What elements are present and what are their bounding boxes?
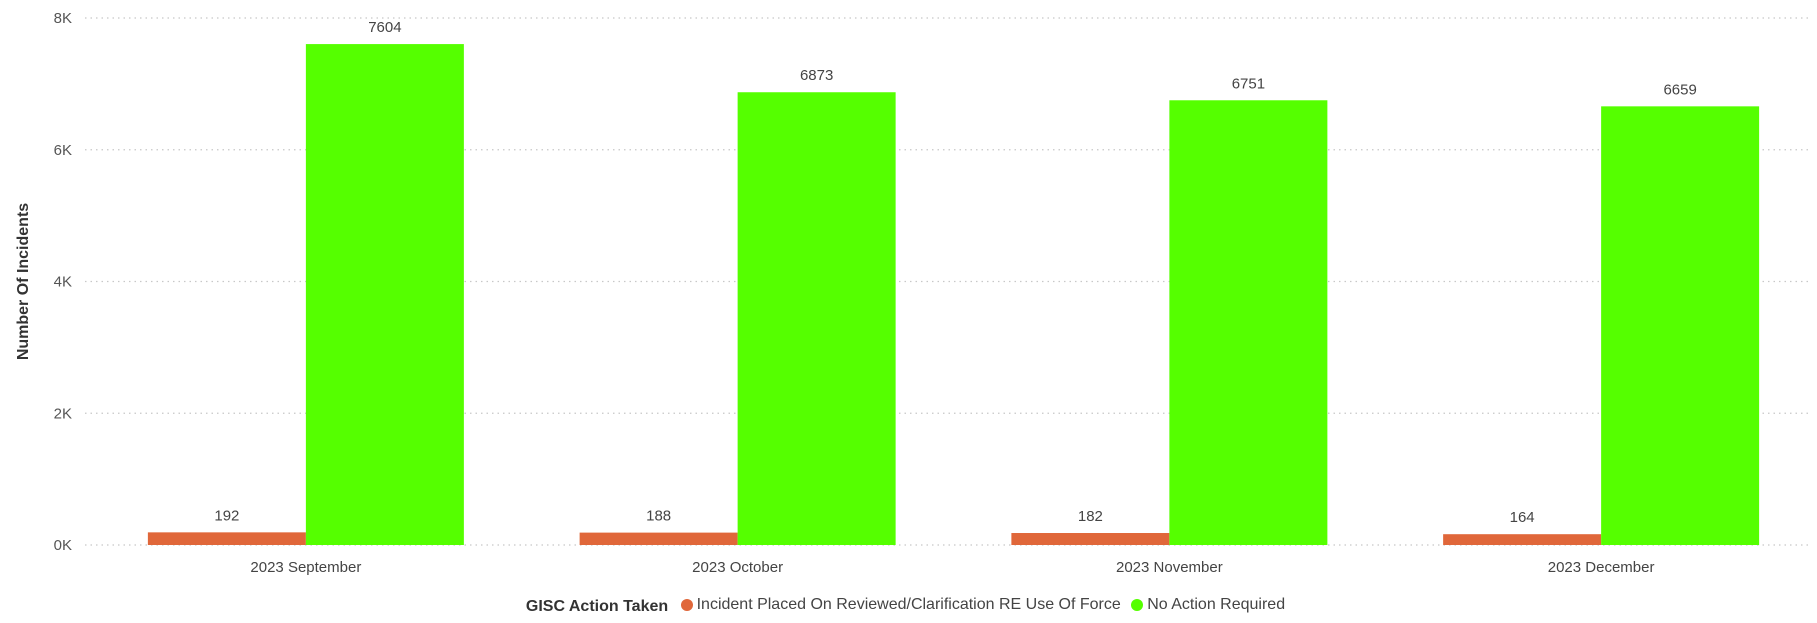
legend-label: Incident Placed On Reviewed/Clarificatio… bbox=[696, 596, 1121, 613]
bar-incident-placed[interactable] bbox=[579, 532, 738, 545]
y-tick-label: 6K bbox=[54, 142, 72, 159]
x-category-label: 2023 September bbox=[250, 559, 361, 576]
bar-incident-placed[interactable] bbox=[147, 532, 306, 545]
legend-title: GISC Action Taken bbox=[525, 598, 669, 615]
bar-incident-placed[interactable] bbox=[1011, 533, 1170, 545]
y-tick-label: 4K bbox=[54, 274, 72, 291]
data-label: 7604 bbox=[368, 19, 401, 36]
legend-swatch-icon bbox=[1131, 599, 1144, 611]
legend: GISC Action Taken Incident Placed On Rev… bbox=[0, 596, 1817, 616]
x-category-label: 2023 December bbox=[1548, 559, 1655, 576]
data-label: 188 bbox=[646, 508, 671, 525]
data-label: 6751 bbox=[1232, 75, 1265, 92]
bar-no-action[interactable] bbox=[737, 92, 896, 546]
bar-no-action[interactable] bbox=[1169, 100, 1328, 545]
data-label: 6659 bbox=[1663, 81, 1696, 98]
data-label: 6873 bbox=[800, 67, 833, 84]
bar-no-action[interactable] bbox=[305, 44, 464, 546]
y-tick-label: 8K bbox=[54, 10, 72, 27]
data-label: 164 bbox=[1510, 509, 1535, 526]
y-tick-label: 0K bbox=[54, 537, 72, 554]
data-label: 182 bbox=[1078, 508, 1103, 525]
data-label: 192 bbox=[214, 507, 239, 524]
x-category-label: 2023 October bbox=[692, 559, 783, 576]
y-axis-title: Number Of Incidents bbox=[15, 203, 32, 360]
legend-item-no-action[interactable]: No Action Required bbox=[1131, 596, 1285, 614]
legend-item-incident-placed[interactable]: Incident Placed On Reviewed/Clarificatio… bbox=[680, 596, 1121, 614]
x-category-label: 2023 November bbox=[1116, 559, 1223, 576]
bar-no-action[interactable] bbox=[1601, 106, 1760, 545]
legend-label: No Action Required bbox=[1147, 596, 1286, 613]
legend-swatch-icon bbox=[680, 599, 693, 611]
y-tick-label: 2K bbox=[54, 405, 72, 422]
bar-incident-placed[interactable] bbox=[1443, 534, 1602, 545]
